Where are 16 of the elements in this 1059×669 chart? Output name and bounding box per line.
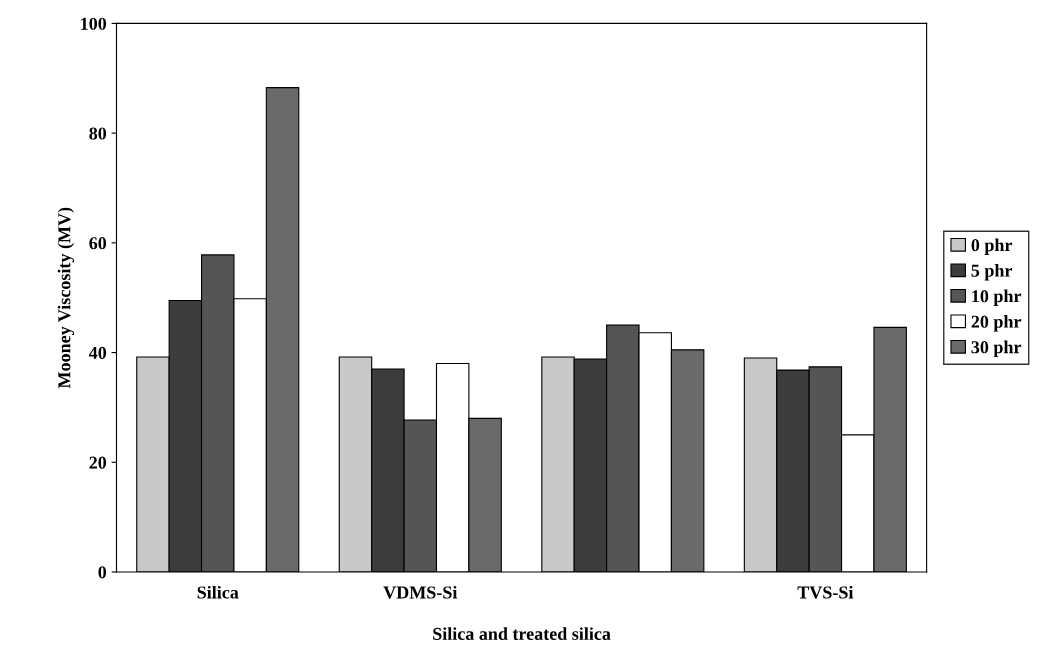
x-tick-label: VDMS-Si bbox=[383, 585, 458, 599]
legend-label: 20 phr bbox=[971, 315, 1022, 332]
legend-label: 10 phr bbox=[972, 289, 1022, 306]
y-tick-label: 100 bbox=[81, 17, 107, 30]
legend-label: 5 phr bbox=[971, 264, 1013, 281]
y-tick-label: 40 bbox=[88, 346, 107, 360]
y-tick-label: 0 bbox=[98, 566, 107, 579]
x-axis-title: Silica and treated silica bbox=[433, 627, 611, 640]
x-tick-label: Silica bbox=[197, 585, 239, 599]
y-tick-label: 80 bbox=[89, 127, 107, 140]
x-tick-label: TVS-Si bbox=[797, 585, 854, 599]
y-tick-label: 60 bbox=[89, 237, 107, 250]
y-tick-label: 20 bbox=[89, 456, 107, 469]
legend-label: 0 phr bbox=[971, 238, 1013, 255]
y-axis-title: Mooney Viscosity (MV) bbox=[57, 207, 75, 389]
legend-label: 30 phr bbox=[971, 340, 1022, 357]
